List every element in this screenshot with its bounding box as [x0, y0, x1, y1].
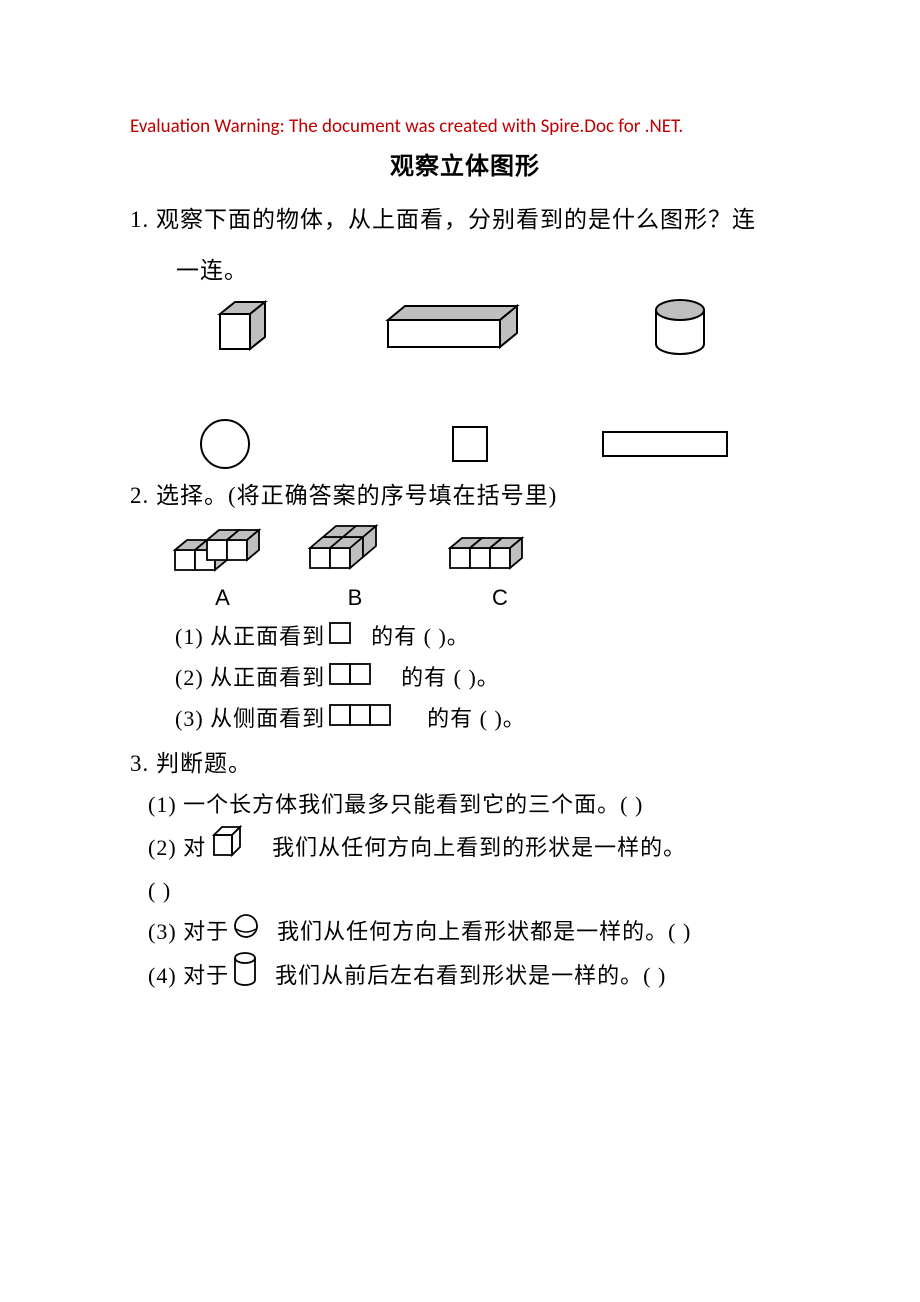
q3-sub1: (1) 一个长方体我们最多只能看到它的三个面。( ) [130, 785, 800, 826]
q3-sub3: (3) 对于 我们从任何方向上看形状都是一样的。( ) [130, 912, 800, 953]
q1-solids-row [130, 292, 800, 362]
small-sphere-icon [233, 912, 259, 953]
q2-sub1-b: 的有 ( )。 [371, 617, 470, 658]
q2-sub1: (1) 从正面看到 的有 ( )。 [130, 617, 800, 658]
option-b-icon [305, 520, 405, 575]
q3-sub1-text: (1) 一个长方体我们最多只能看到它的三个面。( ) [148, 785, 643, 826]
square-icon [430, 424, 510, 464]
q2-sub1-a: (1) 从正面看到 [175, 617, 325, 658]
q2-sub3: (3) 从侧面看到 的有 ( )。 [130, 699, 800, 740]
q2-sub2-b: 的有 ( )。 [401, 658, 500, 699]
q3-sub2-paren: ( ) [130, 871, 800, 912]
q3-sub2-b: 我们从任何方向上看到的形状是一样的。 [272, 828, 686, 869]
rectangle-icon [590, 429, 740, 459]
page-title: 观察立体图形 [130, 146, 800, 181]
q3-sub4-b: 我们从前后左右看到形状是一样的。( ) [275, 956, 666, 997]
three-squares-icon [329, 699, 395, 740]
q3-sub2: (2) 对 我们从任何方向上看到的形状是一样的。 [130, 825, 800, 871]
label-c: C [492, 585, 508, 611]
label-a: A [215, 585, 230, 611]
q3-sub3-b: 我们从任何方向上看形状都是一样的。( ) [277, 912, 691, 953]
two-squares-icon [329, 658, 373, 699]
q2-sub2: (2) 从正面看到 的有 ( )。 [130, 658, 800, 699]
q3-sub2-a: (2) 对 [148, 828, 206, 869]
single-square-icon [329, 617, 351, 658]
q3-sub3-a: (3) 对于 [148, 912, 229, 953]
evaluation-warning: Evaluation Warning: The document was cre… [130, 115, 800, 138]
option-c: C [445, 520, 555, 611]
q1-line1: 1. 观察下面的物体，从上面看，分别看到的是什么图形？连 [130, 199, 800, 240]
q2-header: 2. 选择。(将正确答案的序号填在括号里) [130, 475, 800, 516]
circle-icon [170, 417, 280, 472]
option-a: A [170, 520, 275, 611]
option-a-icon [170, 520, 275, 575]
q2-sub3-a: (3) 从侧面看到 [175, 699, 325, 740]
q2-sub3-b: 的有 ( )。 [427, 699, 526, 740]
option-b: B [305, 520, 405, 611]
q3-header: 3. 判断题。 [130, 743, 800, 784]
q3-sub4-a: (4) 对于 [148, 956, 229, 997]
label-b: B [348, 585, 363, 611]
option-c-icon [445, 520, 555, 575]
q1-line2: 一连。 [130, 250, 800, 291]
small-cylinder-icon [233, 952, 257, 1000]
cube-icon [180, 299, 310, 354]
q1-flat-shapes-row [130, 422, 800, 467]
cuboid-icon [340, 302, 570, 352]
q3-sub4: (4) 对于 我们从前后左右看到形状是一样的。( ) [130, 952, 800, 1000]
cylinder-icon [620, 298, 740, 356]
small-cube-icon [210, 825, 248, 871]
q2-sub2-a: (2) 从正面看到 [175, 658, 325, 699]
q2-options-row: A B [130, 520, 800, 611]
